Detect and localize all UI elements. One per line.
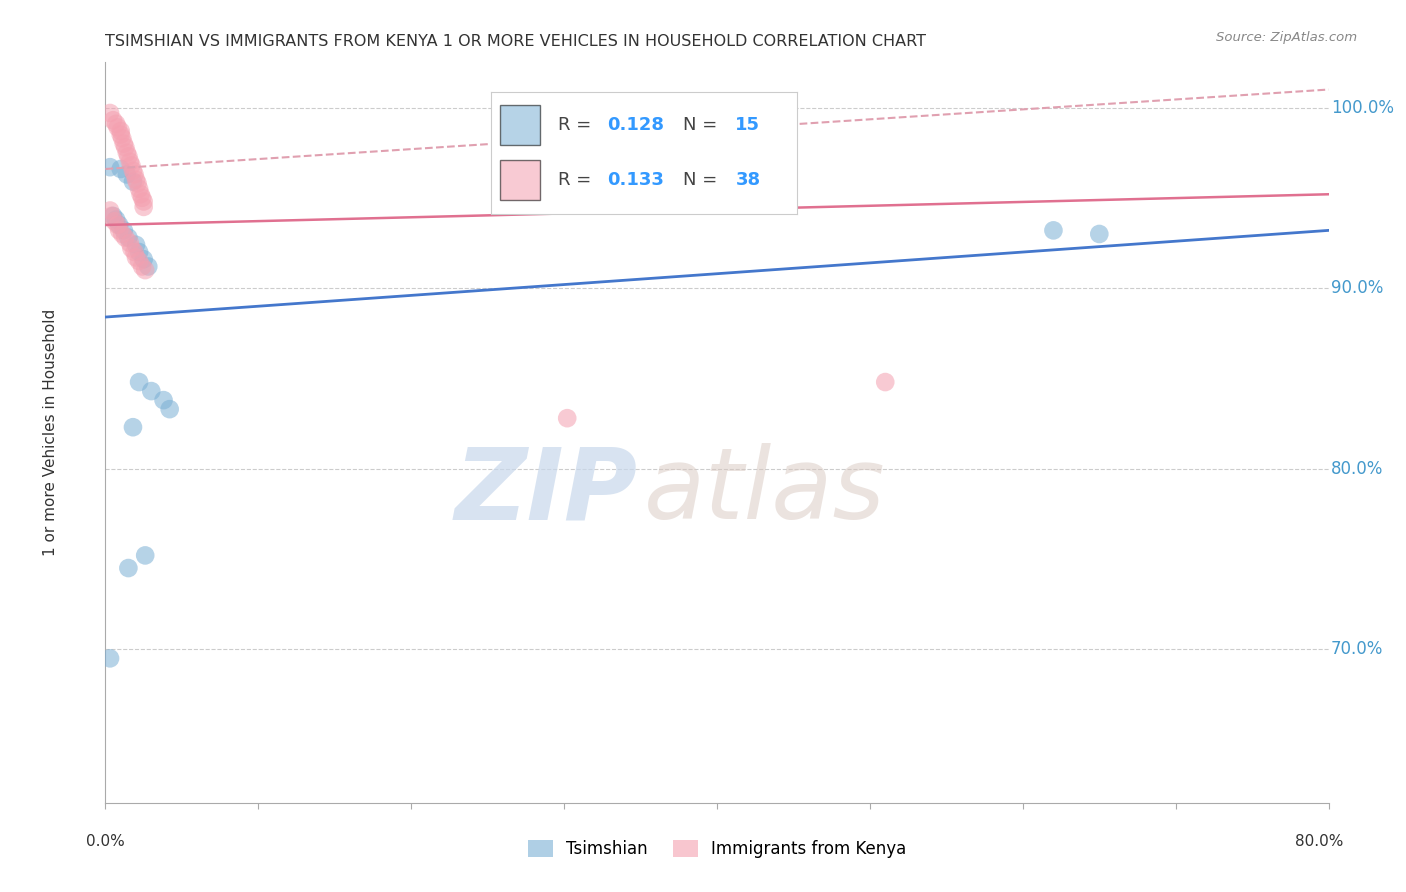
Point [136, 260, 159, 274]
Point [117, 149, 139, 163]
Point [98, 106, 121, 120]
Point [111, 227, 134, 241]
Point [101, 209, 124, 223]
Point [122, 420, 145, 434]
Point [122, 163, 145, 178]
Point [105, 117, 128, 131]
Point [129, 187, 152, 202]
Point [112, 223, 135, 237]
Point [108, 223, 131, 237]
Point [125, 173, 148, 187]
Point [107, 120, 129, 135]
Point [114, 230, 136, 244]
Legend: Tsimshian, Immigrants from Kenya: Tsimshian, Immigrants from Kenya [522, 833, 912, 865]
Point [120, 242, 142, 256]
Point [1088, 227, 1111, 241]
Point [118, 235, 141, 250]
Point [98, 651, 121, 665]
Point [128, 245, 150, 260]
Point [128, 375, 150, 389]
Point [111, 131, 134, 145]
Point [141, 384, 163, 398]
Point [134, 263, 156, 277]
Point [98, 203, 121, 218]
Point [125, 237, 148, 252]
Point [110, 128, 132, 142]
Point [132, 194, 155, 209]
Point [117, 230, 139, 244]
Point [159, 402, 181, 417]
Point [110, 161, 132, 176]
Point [108, 218, 131, 232]
Point [107, 218, 129, 232]
Point [132, 252, 155, 267]
Point [105, 212, 128, 227]
Text: 1 or more Vehicles in Household: 1 or more Vehicles in Household [44, 309, 58, 557]
Point [110, 124, 132, 138]
Point [131, 260, 153, 274]
Text: 80.0%: 80.0% [1331, 459, 1384, 478]
Text: Source: ZipAtlas.com: Source: ZipAtlas.com [1216, 31, 1357, 45]
Text: 0.0%: 0.0% [86, 834, 125, 849]
Point [114, 140, 136, 154]
Text: atlas: atlas [644, 443, 886, 541]
Point [132, 200, 155, 214]
Point [875, 375, 897, 389]
Point [98, 160, 121, 174]
Point [124, 245, 146, 260]
Point [124, 168, 146, 182]
Point [128, 182, 150, 196]
Point [120, 158, 142, 172]
Text: ZIP: ZIP [454, 443, 637, 541]
Point [152, 393, 174, 408]
Point [104, 214, 127, 228]
Point [115, 168, 138, 182]
Text: TSIMSHIAN VS IMMIGRANTS FROM KENYA 1 OR MORE VEHICLES IN HOUSEHOLD CORRELATION C: TSIMSHIAN VS IMMIGRANTS FROM KENYA 1 OR … [105, 34, 927, 49]
Text: 70.0%: 70.0% [1331, 640, 1384, 658]
Point [101, 113, 124, 128]
Point [131, 191, 153, 205]
Point [115, 145, 138, 160]
Point [125, 251, 148, 265]
Text: 80.0%: 80.0% [1295, 834, 1343, 849]
Point [100, 209, 122, 223]
Point [127, 177, 149, 191]
Point [122, 175, 145, 189]
Point [128, 254, 150, 268]
Text: 90.0%: 90.0% [1331, 279, 1384, 297]
Text: 100.0%: 100.0% [1331, 99, 1395, 117]
Point [134, 549, 156, 563]
Point [112, 136, 135, 151]
Point [118, 154, 141, 169]
Point [555, 411, 578, 425]
Point [1042, 223, 1064, 237]
Point [117, 561, 139, 575]
